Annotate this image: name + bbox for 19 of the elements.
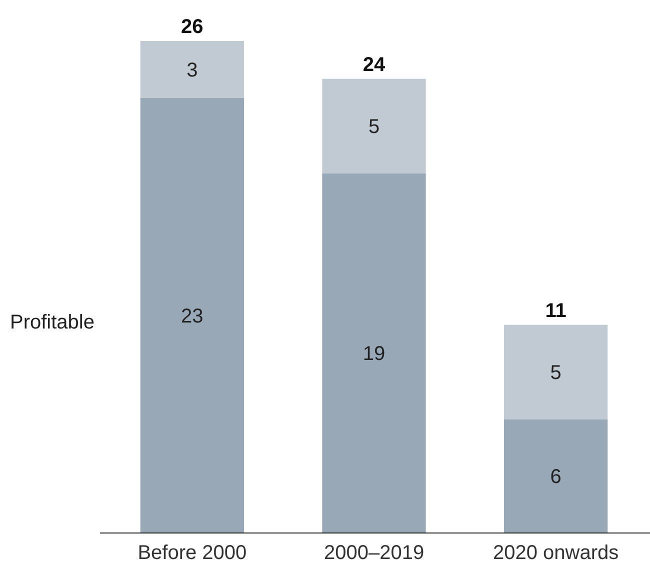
text: Profitable: [10, 311, 94, 334]
total-label: 24: [362, 54, 386, 76]
bar: [504, 324, 608, 420]
bar: [140, 41, 244, 98]
data-label: 19: [362, 343, 386, 366]
total-label: 11: [545, 300, 566, 322]
data-label: 6: [550, 466, 562, 488]
data-label: 5: [550, 362, 562, 384]
bar: [140, 98, 244, 533]
x-tick-label: 2000–2019: [324, 542, 424, 564]
bar: [322, 173, 426, 533]
total-label: 26: [181, 16, 204, 38]
bar: [504, 419, 608, 533]
data-label: 3: [186, 59, 198, 82]
bar: [322, 78, 426, 174]
data-label: 5: [368, 116, 380, 138]
x-tick-label: Before 2000: [138, 542, 247, 564]
x-tick-label: 2020 onwards: [492, 542, 619, 564]
data-label: 23: [181, 305, 204, 328]
